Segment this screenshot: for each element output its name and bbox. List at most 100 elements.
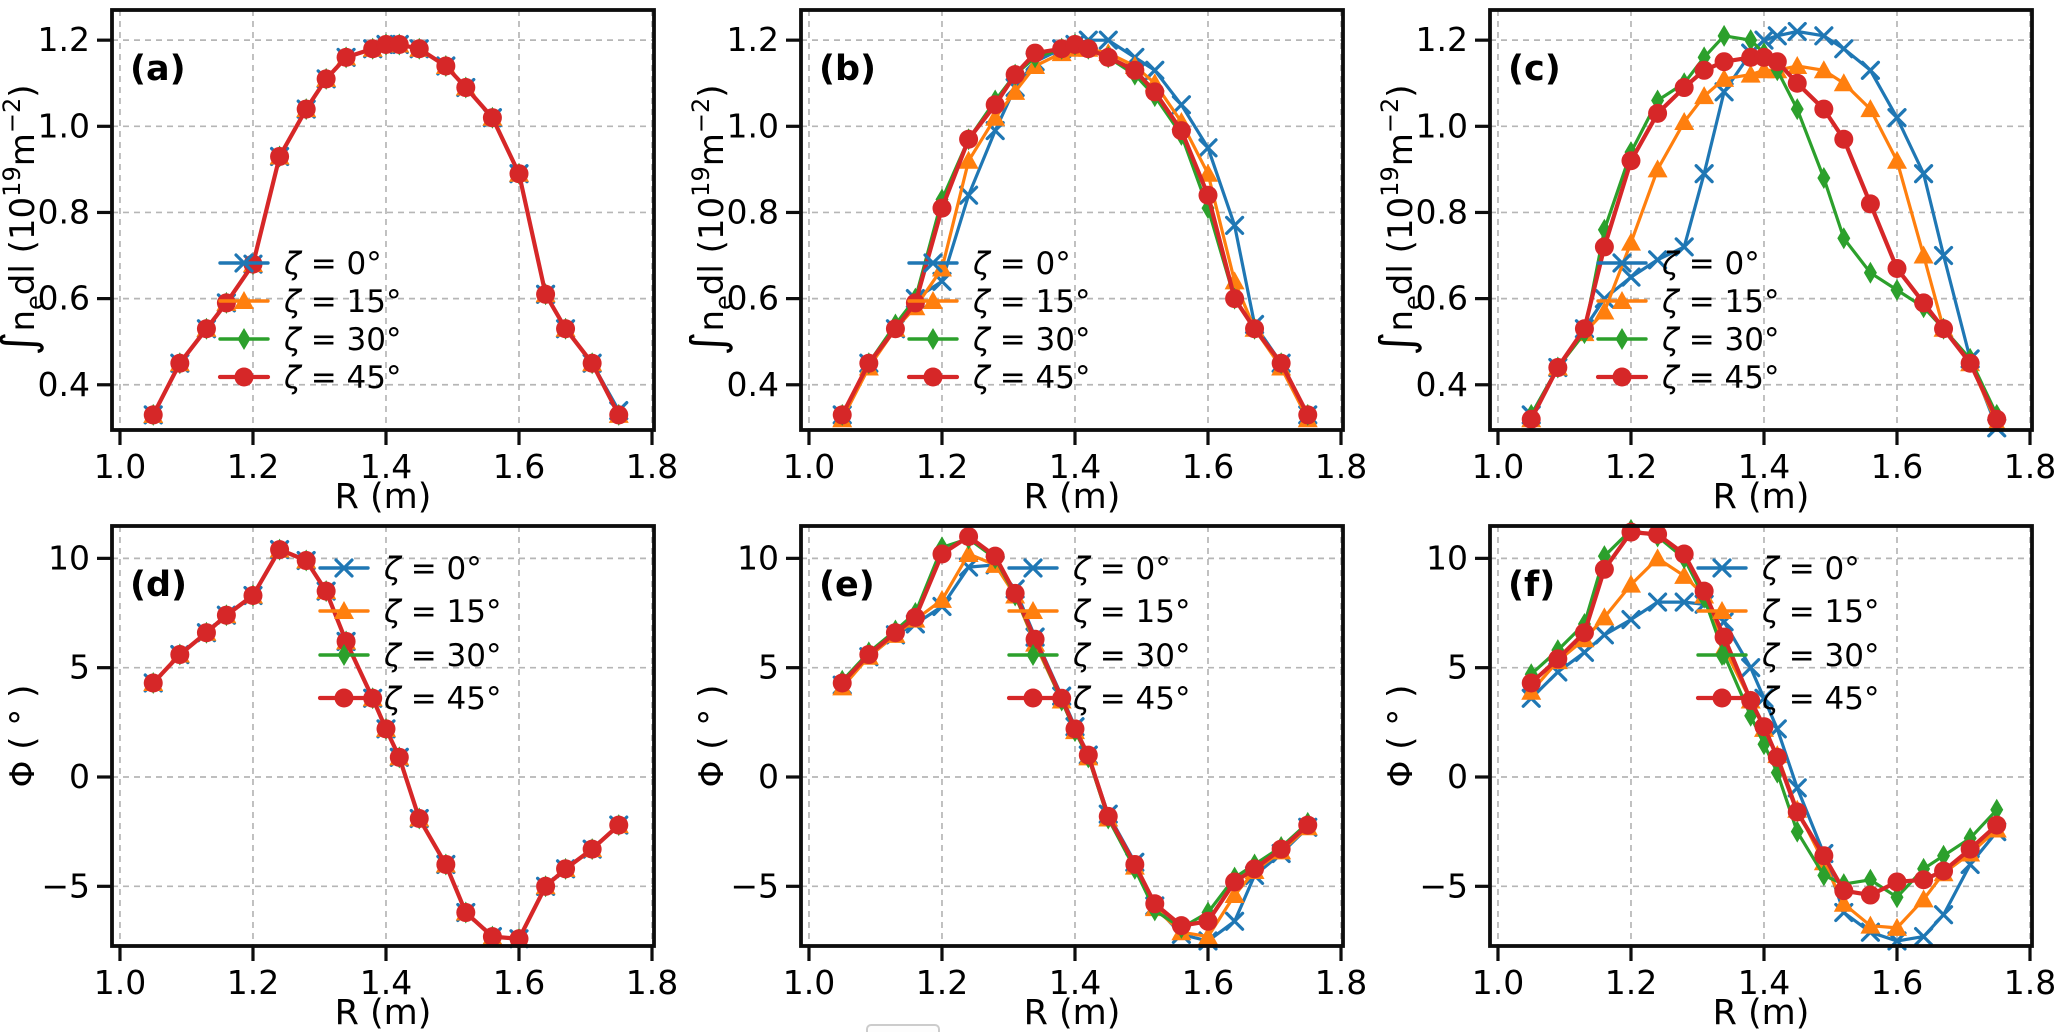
- circle-marker: [143, 405, 163, 425]
- legend-label: ζ = 45°: [972, 360, 1091, 396]
- circle-marker: [556, 859, 576, 879]
- thin-diamond-marker: [1817, 864, 1831, 887]
- y-tick-label: 10: [48, 538, 90, 577]
- circle-marker: [905, 293, 925, 313]
- circle-marker: [859, 353, 879, 373]
- legend-label: ζ = 15°: [383, 594, 502, 630]
- legend-label: ζ = 15°: [1661, 284, 1780, 320]
- circle-marker: [143, 673, 163, 693]
- legend-label: ζ = 45°: [1761, 681, 1880, 717]
- circle-marker: [1125, 854, 1145, 874]
- circle-marker: [1125, 60, 1145, 80]
- legend-circle-marker: [334, 688, 354, 708]
- y-tick-label: 0.4: [38, 365, 90, 404]
- legend-circle-marker: [1023, 688, 1043, 708]
- circle-marker: [1245, 859, 1265, 879]
- circle-marker: [436, 56, 456, 76]
- x-tick-label: 1.8: [626, 447, 678, 486]
- thin-diamond-marker: [1863, 261, 1877, 284]
- circle-marker: [1198, 911, 1218, 931]
- x-marker: [1814, 26, 1834, 46]
- circle-marker: [1787, 73, 1807, 93]
- x-tick-label: 1.8: [1315, 447, 1367, 486]
- x-tick-label: 1.8: [2004, 447, 2056, 486]
- triangle-up-marker: [931, 589, 952, 608]
- legend-thin-diamond-marker: [1615, 328, 1629, 350]
- circle-marker: [556, 319, 576, 339]
- circle-marker: [216, 293, 236, 313]
- panel-c-chart: ζ = 0°ζ = 15°ζ = 30°ζ = 45°1.0 1.2 1.4 1.6 1…: [1378, 8, 2056, 516]
- circle-marker: [482, 927, 502, 947]
- circle-marker: [316, 581, 336, 601]
- x-marker: [1834, 39, 1854, 59]
- axes: 1.0 1.2 1.4 1.6 1.8 −5 0 5 10 R (m) Φ ( ° ): [1381, 538, 2056, 1032]
- circle-marker: [196, 319, 216, 339]
- circle-marker: [1987, 409, 2007, 429]
- x-tick-label: 1.2: [916, 447, 968, 486]
- legend-label: ζ = 15°: [972, 284, 1091, 320]
- legend-label: ζ = 30°: [1761, 638, 1880, 674]
- y-tick-label: 0.6: [38, 279, 90, 318]
- x-marker: [1145, 60, 1165, 80]
- triangle-up-marker: [1594, 301, 1615, 320]
- legend-label: ζ = 30°: [972, 322, 1091, 358]
- panel-d-chart: ζ = 0°ζ = 15°ζ = 30°ζ = 45°1.0 1.2 1.4 1.6 1…: [3, 524, 678, 1032]
- legend-label: ζ = 30°: [283, 322, 402, 358]
- x-marker: [1767, 26, 1787, 46]
- circle-marker: [456, 903, 476, 923]
- subplot-c: ζ = 0° ζ = 15° ζ = 30° ζ = 45° 1.0 1.2 1.4 1.6 1…: [1378, 0, 2067, 516]
- x-marker: [1674, 237, 1694, 257]
- circle-marker: [1694, 581, 1714, 601]
- x-tick-label: 1.6: [1182, 447, 1234, 486]
- legend-label: ζ = 0°: [1072, 551, 1171, 587]
- legend-x-marker: [923, 253, 943, 273]
- circle-marker: [985, 546, 1005, 566]
- circle-marker: [1648, 524, 1668, 544]
- circle-marker: [1098, 806, 1118, 826]
- triangle-up-marker: [1594, 607, 1615, 626]
- triangle-up-marker: [1224, 885, 1245, 904]
- x-tick-label: 1.2: [227, 447, 279, 486]
- circle-marker: [1171, 121, 1191, 141]
- circle-marker: [1767, 52, 1787, 72]
- circle-marker: [1574, 319, 1594, 339]
- triangle-up-marker: [1813, 60, 1834, 79]
- panel-letter: (e): [819, 565, 875, 605]
- circle-marker: [1934, 861, 1954, 881]
- cropped-legend-artifact: [866, 1024, 940, 1032]
- circle-marker: [1834, 129, 1854, 149]
- circle-marker: [1714, 627, 1734, 647]
- x-axis-title: R (m): [1713, 993, 1810, 1032]
- circle-marker: [832, 673, 852, 693]
- x-tick-label: 1.4: [360, 963, 412, 1002]
- series-zeta-45: [832, 526, 1318, 936]
- circle-marker: [885, 319, 905, 339]
- panel-e-chart: ζ = 0°ζ = 15°ζ = 30°ζ = 45°1.0 1.2 1.4 1.6 1…: [692, 524, 1367, 1032]
- x-marker: [1914, 926, 1934, 947]
- legend-thin-diamond-marker: [926, 328, 940, 350]
- x-marker: [1914, 164, 1934, 184]
- x-tick-label: 1.0: [783, 447, 835, 486]
- legend-triangle-up-marker: [1612, 291, 1632, 309]
- triangle-up-marker: [1647, 548, 1668, 567]
- circle-marker: [296, 99, 316, 119]
- circle-marker: [1594, 559, 1614, 579]
- x-marker: [1171, 95, 1191, 115]
- y-tick-label: −5: [1419, 866, 1468, 905]
- circle-marker: [376, 719, 396, 739]
- circle-marker: [1814, 99, 1834, 119]
- x-tick-label: 1.8: [2004, 963, 2056, 1002]
- x-marker: [1647, 592, 1668, 612]
- x-tick-label: 1.6: [493, 447, 545, 486]
- x-marker: [1225, 911, 1245, 931]
- circle-marker: [456, 78, 476, 98]
- legend: ζ = 0°ζ = 15°ζ = 30°ζ = 45°: [217, 246, 402, 396]
- circle-marker: [1245, 319, 1265, 339]
- legend-label: ζ = 45°: [1072, 681, 1191, 717]
- x-tick-label: 1.8: [1315, 963, 1367, 1002]
- grid: [112, 10, 654, 430]
- legend-label: ζ = 0°: [283, 246, 382, 282]
- circle-marker: [389, 747, 409, 767]
- circle-marker: [859, 645, 879, 665]
